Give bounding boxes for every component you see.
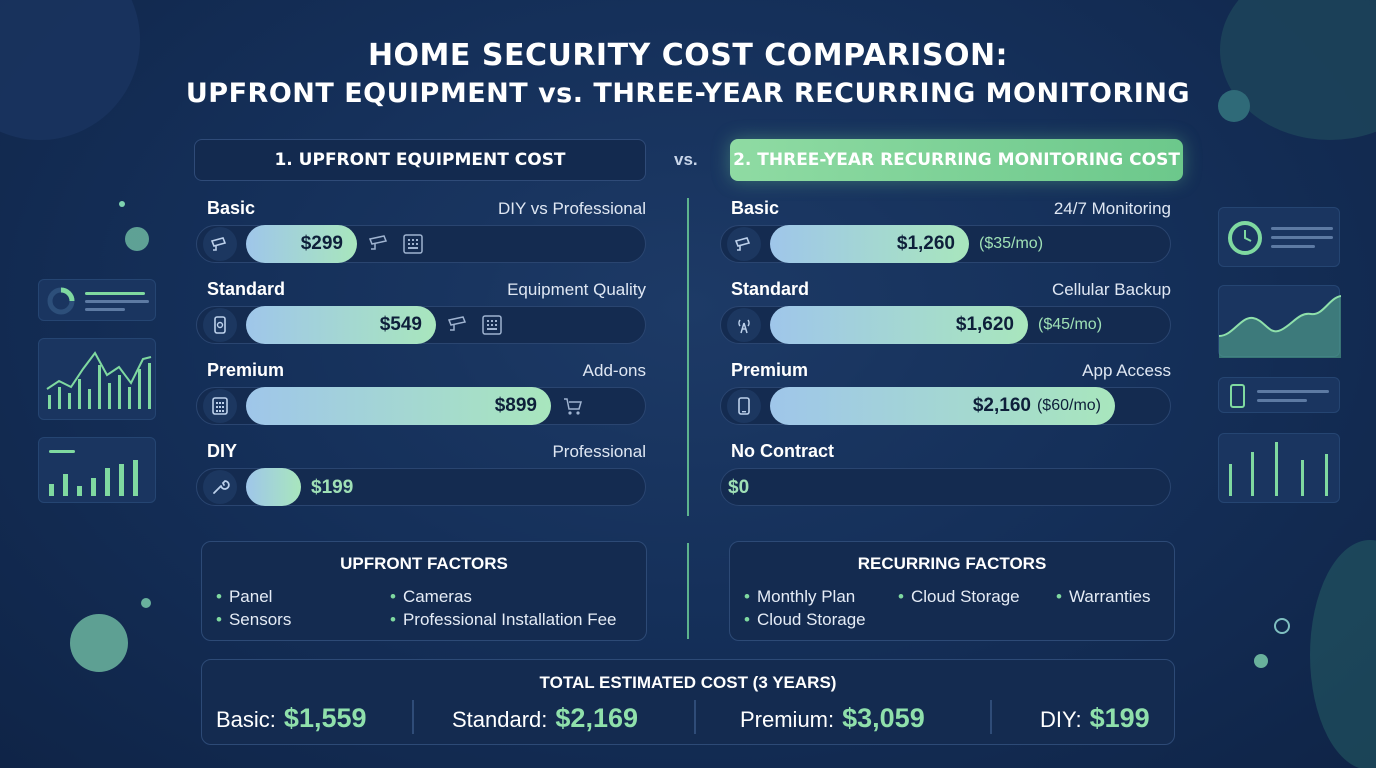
factor-item: Sensors [216,610,291,630]
keypad-icon [203,389,237,423]
factor-item: Professional Installation Fee [390,610,617,630]
total-separator [990,700,992,734]
recurring-row-label: No Contract [731,441,834,461]
wrench-icon [203,470,237,504]
upfront-bar-fill: $549 [246,306,436,344]
recurring-row-note: App Access [1082,361,1171,380]
upfront-bar-fill [246,468,301,506]
decor-orb [70,614,128,672]
upfront-row-note: DIY vs Professional [497,199,646,218]
upfront-factors-title: UPFRONT FACTORS [340,554,508,573]
recurring-bar-fill: $1,620 [770,306,1028,344]
upfront-factors-panel: UPFRONT FACTORS Panel Cameras Sensors Pr… [201,541,647,641]
total-standard: Standard: $2,169 [452,703,638,734]
recurring-monthly: ($35/mo) [979,235,1044,252]
total-value: $199 [1089,703,1150,733]
total-diy: DIY: $199 [1040,703,1150,734]
upfront-row-label: Standard [207,279,286,299]
recurring-row-label: Standard [731,279,810,299]
upfront-bar-value: $199 [311,477,354,498]
phone-icon [727,389,761,423]
recurring-bar-value: $1,620 [955,314,1014,335]
page-title: HOME SECURITY COST COMPARISON: [367,38,1009,73]
factor-item: Cloud Storage [898,587,1020,607]
decor-orb [125,227,149,251]
decor-blob-bottom-right [1310,540,1376,768]
recurring-bar-value: $1,260 [896,233,955,254]
decor-ring [1274,618,1290,634]
upfront-bar-value: $299 [300,233,343,254]
total-label: Basic: [216,707,276,732]
upfront-row-label: Premium [207,360,285,380]
totals-title: TOTAL ESTIMATED COST (3 YEARS) [539,673,837,692]
upfront-bar-fill: $299 [246,225,357,263]
total-value: $1,559 [283,703,367,733]
total-separator [412,700,414,734]
recurring-row-label: Premium [731,360,809,380]
decor-orb [141,598,151,608]
recurring-bar-value: $2,160 [972,395,1031,416]
total-label: DIY: [1040,707,1082,732]
camera-icon [727,227,761,261]
keypad-icon [401,233,425,255]
upfront-bar-value: $899 [494,395,537,416]
recurring-row-note: Cellular Backup [1051,280,1171,299]
factor-item: Monthly Plan [744,587,855,607]
total-premium: Premium: $3,059 [740,703,925,734]
camera-icon [367,233,393,253]
upfront-header: 1. UPFRONT EQUIPMENT COST [194,139,646,181]
recurring-bar-value: $0 [728,477,750,498]
factor-item: Cloud Storage [744,610,866,630]
recurring-factors-panel: RECURRING FACTORS Monthly Plan Cloud Sto… [729,541,1175,641]
recurring-monthly: ($45/mo) [1038,316,1103,333]
page-subtitle: UPFRONT EQUIPMENT vs. THREE-YEAR RECURRI… [185,78,1191,109]
decor-orb [1218,90,1250,122]
decor-orb [119,201,125,207]
total-value: $3,059 [842,703,925,733]
decor-widget-donut [38,279,156,321]
vs-label: vs. [674,150,698,169]
upfront-row-label: Basic [207,198,256,218]
upfront-row-note: Add-ons [582,361,646,380]
recurring-monthly: ($60/mo) [1036,397,1101,414]
decor-orb [1254,654,1268,668]
total-label: Standard: [452,707,548,732]
camera-icon [203,227,237,261]
recurring-row-note: 24/7 Monitoring [1053,199,1171,218]
decor-widget-area [1218,285,1341,358]
factor-item: Panel [216,587,272,607]
upfront-row-note: Professional [552,442,646,461]
recurring-row-label: Basic [731,198,780,218]
decor-widget-bars [38,338,156,420]
recurring-factors-title: RECURRING FACTORS [857,554,1047,573]
decor-widget-lines [1218,433,1340,503]
recurring-header: 2. THREE-YEAR RECURRING MONITORING COST [730,139,1183,181]
total-label: Premium: [740,707,835,732]
signal-icon [727,308,761,342]
total-value: $2,169 [555,703,638,733]
decor-widget-bars-2 [38,437,156,503]
center-divider [687,198,689,516]
totals-panel: TOTAL ESTIMATED COST (3 YEARS) [201,659,1175,745]
decor-widget-clock [1218,207,1340,267]
upfront-row-label: DIY [207,441,238,461]
keypad-icon [480,314,504,336]
total-separator [694,700,696,734]
upfront-row-note: Equipment Quality [507,280,646,299]
camera-icon [446,314,472,334]
sensor-icon [203,308,237,342]
decor-widget-phone [1218,377,1340,413]
factor-item: Cameras [390,587,472,607]
factor-item: Warranties [1056,587,1151,607]
upfront-bar-fill: $899 [246,387,551,425]
recurring-bar-fill: $2,160 ($60/mo) [770,387,1115,425]
recurring-bar-track [720,468,1171,506]
cart-icon [561,395,585,417]
upfront-bar-value: $549 [379,314,422,335]
center-divider-lower [687,543,689,639]
recurring-bar-fill: $1,260 [770,225,969,263]
total-basic: Basic: $1,559 [216,703,367,734]
